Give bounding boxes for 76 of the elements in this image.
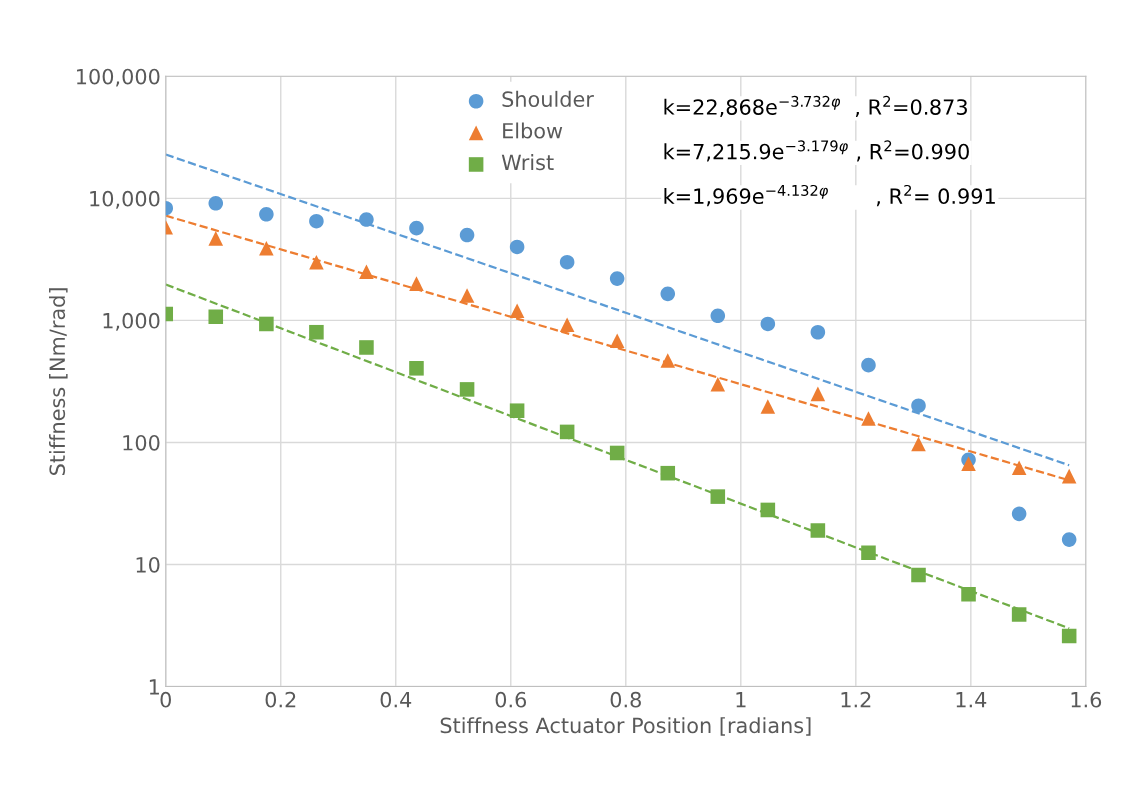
point [660,465,676,481]
text: k=1,969e$^{−4.132φ}$ , R$^{2}$= 0.991 [664,184,995,207]
x-tick-label: 1.4 [956,692,987,708]
point [810,324,826,340]
point [961,587,976,602]
point [660,286,676,302]
legend-label: Shoulder [502,90,594,107]
point [760,502,776,518]
point [1061,628,1077,644]
point [559,317,575,333]
y-tick-label: 1 [149,679,159,695]
point [1061,532,1077,547]
point [1011,460,1027,476]
x-tick-label: 1.2 [841,691,871,708]
point [359,212,374,227]
point [760,399,776,414]
point [911,436,926,452]
y-axis-title: Stiffness [Nm/rad] [49,288,68,476]
point [509,239,525,255]
point [1061,468,1077,484]
point [459,288,475,303]
point [609,271,625,286]
y-tick-label: 100,000 [77,68,160,87]
point [861,357,876,373]
point [309,254,324,270]
point [609,333,625,349]
x-tick-label: 0 [160,691,171,708]
point [309,213,324,229]
point [609,445,625,461]
x-tick-label: 0.2 [265,691,296,708]
point [509,403,525,418]
point [409,361,424,376]
point [1011,506,1027,522]
point [559,424,575,440]
x-tick-label: 0.8 [610,691,641,708]
point [559,254,575,270]
y-tick-label: 10,000 [90,190,160,209]
point [409,276,424,291]
point [911,398,926,413]
point [861,411,876,426]
point [208,196,224,211]
point [259,207,274,222]
point [409,220,424,236]
point [710,308,726,324]
point [208,231,224,246]
x-axis-title: Stiffness Actuator Position [radians] [440,717,811,736]
y-tick-label: 100 [123,434,160,451]
point [810,386,826,402]
legend-label: Elbow [503,122,563,139]
point [459,227,475,243]
annotation: k=7,215.9e$^{−3.179φ}$ , R$^{2}$=0.990 [664,140,969,162]
point [810,523,826,538]
y-tick-label: 1,000 [103,312,160,331]
point [509,303,525,319]
legend-label: Wrist [501,154,554,171]
x-tick-label: 0.4 [380,691,412,708]
point [710,376,726,392]
point [309,324,324,340]
point [760,316,776,332]
x-tick-label: 1 [736,692,746,708]
point [961,456,976,471]
point [259,316,274,332]
point [1011,607,1027,622]
annotation: k=22,868e$^{−3.732φ}$ , R$^{2}$=0.873 [664,95,967,118]
point [911,567,926,583]
point [710,489,726,504]
point [861,545,876,560]
point [359,264,374,280]
y-tick-label: 10 [136,556,160,573]
point [660,353,676,368]
point [359,340,374,355]
point [208,309,224,325]
x-tick-label: 1.6 [1071,691,1102,708]
point [459,382,475,397]
point [259,240,274,256]
x-tick-label: 0.6 [495,691,527,708]
